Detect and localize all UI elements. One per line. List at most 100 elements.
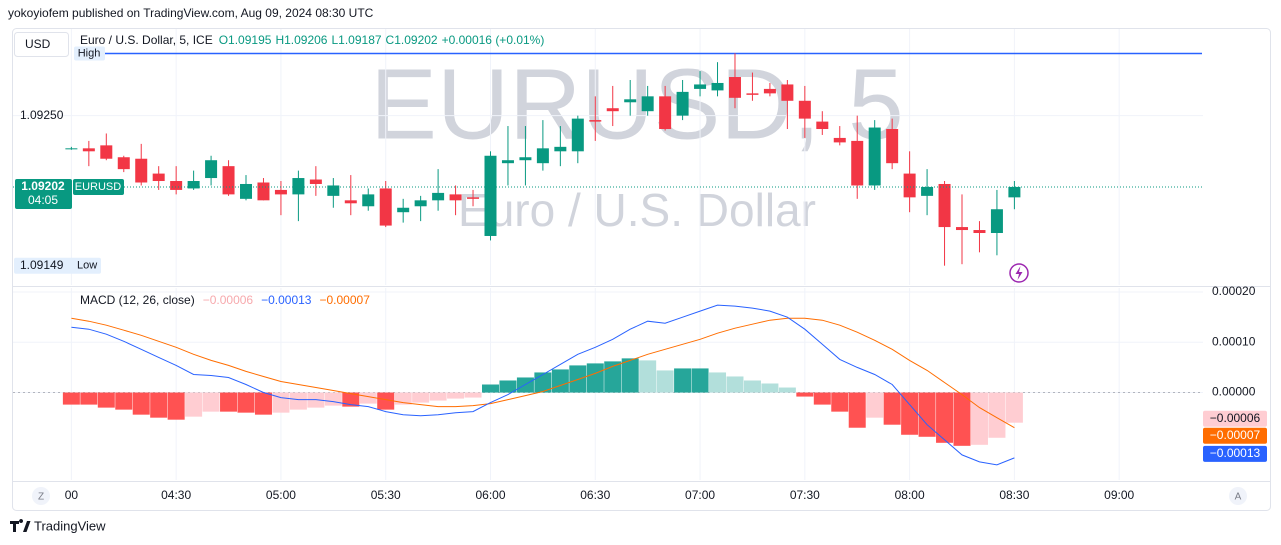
value-tag	[1203, 427, 1267, 444]
legend-ohlc: O1.09195	[219, 33, 272, 47]
candle-body	[659, 96, 672, 130]
histogram-bar	[953, 392, 971, 446]
candle-body	[624, 99, 637, 103]
scale-button-label[interactable]: Z	[38, 492, 44, 503]
candle-body	[1008, 186, 1021, 198]
y2-tick-label: 0.00020	[1212, 284, 1256, 298]
candle-body	[694, 84, 707, 89]
histogram-bar	[464, 392, 482, 398]
histogram-bar	[80, 392, 98, 405]
candle-body	[397, 207, 410, 213]
countdown-label: 04:05	[28, 193, 58, 207]
histogram-bar	[1005, 392, 1023, 423]
candle-body	[833, 137, 846, 143]
value-tag-label: −0.00007	[1210, 428, 1261, 442]
candle-body	[467, 197, 480, 199]
x-tick-label: 05:30	[371, 488, 401, 502]
candle-body	[240, 183, 253, 199]
candle-body	[676, 91, 689, 116]
histogram-bar	[726, 376, 744, 393]
footer-logo	[10, 519, 31, 532]
histogram-bar	[639, 360, 657, 393]
candle-body	[903, 173, 916, 198]
histogram-bar	[778, 387, 796, 393]
candle-body	[257, 182, 270, 201]
candle-body	[449, 194, 462, 201]
legend-ohlc: H1.09206	[275, 33, 327, 47]
candle-body	[641, 96, 654, 112]
candle-body	[187, 181, 200, 189]
candle-body	[484, 155, 497, 236]
legend-value: −0.00006	[203, 293, 254, 307]
last-price-label: 1.09202	[21, 179, 65, 193]
x-tick-label: 08:30	[999, 488, 1029, 502]
candle-body	[868, 127, 881, 186]
candle-body	[781, 84, 794, 101]
candle-body	[746, 93, 759, 95]
histogram-bar	[115, 392, 133, 410]
histogram-bar	[848, 392, 866, 428]
candle-body	[589, 120, 602, 122]
x-tick-label: 07:30	[790, 488, 820, 502]
candle-body	[327, 185, 340, 196]
histogram-bar	[62, 392, 80, 405]
candle-body	[170, 181, 183, 190]
x-tick-label: 08:00	[895, 488, 925, 502]
candle-body	[135, 158, 148, 183]
histogram-bar	[289, 392, 307, 410]
candle-body	[117, 157, 130, 170]
histogram-bar	[970, 392, 988, 445]
candle-body	[292, 178, 305, 195]
histogram-bar	[185, 392, 203, 417]
price-legend: Euro / U.S. Dollar, 5, ICE O1.09195 H1.092…	[80, 33, 544, 47]
value-tag-label: −0.00006	[1210, 411, 1261, 425]
candle-body	[362, 194, 375, 207]
legend-ohlc: L1.09187	[331, 33, 381, 47]
candle-body	[414, 200, 427, 207]
candle-body	[536, 148, 549, 164]
y-tick-label: 1.09250	[20, 108, 64, 122]
legend-ohlc: C1.09202	[386, 33, 438, 47]
candle-body	[501, 160, 514, 164]
candle-body	[222, 166, 235, 195]
candle-body	[990, 209, 1003, 234]
watermark-layer: EURUSD, 5 Euro / U.S. Dollar	[370, 48, 903, 236]
histogram-bar	[691, 368, 709, 393]
scale-button[interactable]	[32, 487, 50, 505]
histogram-bar	[621, 358, 639, 393]
grid-layer	[13, 29, 1203, 480]
x-tick-label: 05:00	[266, 488, 296, 502]
candle-body	[938, 183, 951, 228]
histogram-bar	[866, 392, 884, 418]
x-tick-label: 06:00	[475, 488, 505, 502]
legend-change: +0.00016 (+0.01%)	[442, 33, 545, 47]
histogram-bar	[918, 392, 936, 437]
candle-body	[65, 148, 78, 150]
histogram-bar	[97, 392, 115, 408]
watermark-description: Euro / U.S. Dollar	[458, 184, 816, 236]
value-tag	[1203, 410, 1267, 427]
footer-brand: TradingView	[34, 518, 106, 533]
currency-button[interactable]	[14, 32, 69, 57]
value-tag-label: −0.00013	[1210, 446, 1261, 460]
candle-body	[921, 186, 934, 196]
candle-body	[100, 145, 113, 159]
histogram-bar	[220, 392, 238, 412]
watermark-symbol: EURUSD, 5	[370, 48, 903, 160]
high-tag	[74, 46, 105, 61]
candle-body	[309, 179, 322, 184]
macd-legend: MACD (12, 26, close) −0.00006 −0.00013 −0.0…	[80, 293, 370, 307]
currency-label[interactable]: USD	[25, 37, 51, 51]
histogram-bar	[254, 392, 272, 415]
histogram-bar	[586, 363, 604, 393]
histogram-bar	[167, 392, 185, 420]
x-tick-label: 06:30	[580, 488, 610, 502]
histogram-bar	[936, 392, 954, 443]
candle-body	[711, 82, 724, 91]
candle-body	[816, 121, 829, 130]
candle-body	[973, 230, 986, 234]
histogram-bar	[272, 392, 290, 413]
scale-button[interactable]	[1229, 487, 1247, 505]
publisher-line: yokoyiofem published on TradingView.com,…	[8, 6, 374, 20]
scale-button-label[interactable]: A	[1235, 492, 1242, 503]
